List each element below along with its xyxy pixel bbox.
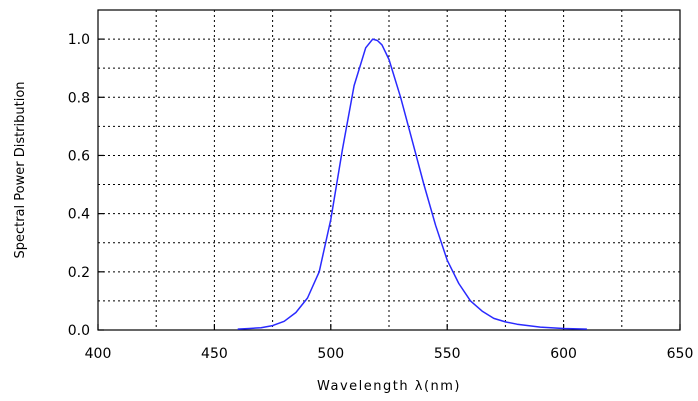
- tick-marks: [97, 38, 681, 331]
- y-axis-title: Spectral Power Distribution: [13, 81, 28, 258]
- y-tick-label: 0.0: [68, 323, 90, 339]
- x-tick-label: 550: [434, 346, 461, 362]
- x-tick-label: 600: [550, 346, 577, 362]
- y-tick-label: 0.6: [68, 148, 90, 164]
- y-tick-label: 0.2: [68, 265, 90, 281]
- series-line: [237, 38, 587, 330]
- x-tick-label: 400: [85, 346, 112, 362]
- y-tick-label: 1.0: [68, 32, 90, 48]
- x-axis-title: Wavelength λ(nm): [317, 379, 461, 394]
- y-tick-label: 0.8: [68, 90, 90, 106]
- y-tick-labels: 0.0 0.2 0.4 0.6 0.8 1.0: [68, 32, 90, 339]
- grid: [98, 10, 680, 330]
- x-tick-label: 650: [667, 346, 694, 362]
- x-tick-label: 450: [201, 346, 228, 362]
- y-tick-label: 0.4: [68, 207, 90, 223]
- plot-area-frame: [97, 9, 681, 331]
- x-tick-labels: 400 450 500 550 600 650: [85, 346, 694, 362]
- x-tick-label: 500: [317, 346, 344, 362]
- series-layer: [237, 38, 587, 330]
